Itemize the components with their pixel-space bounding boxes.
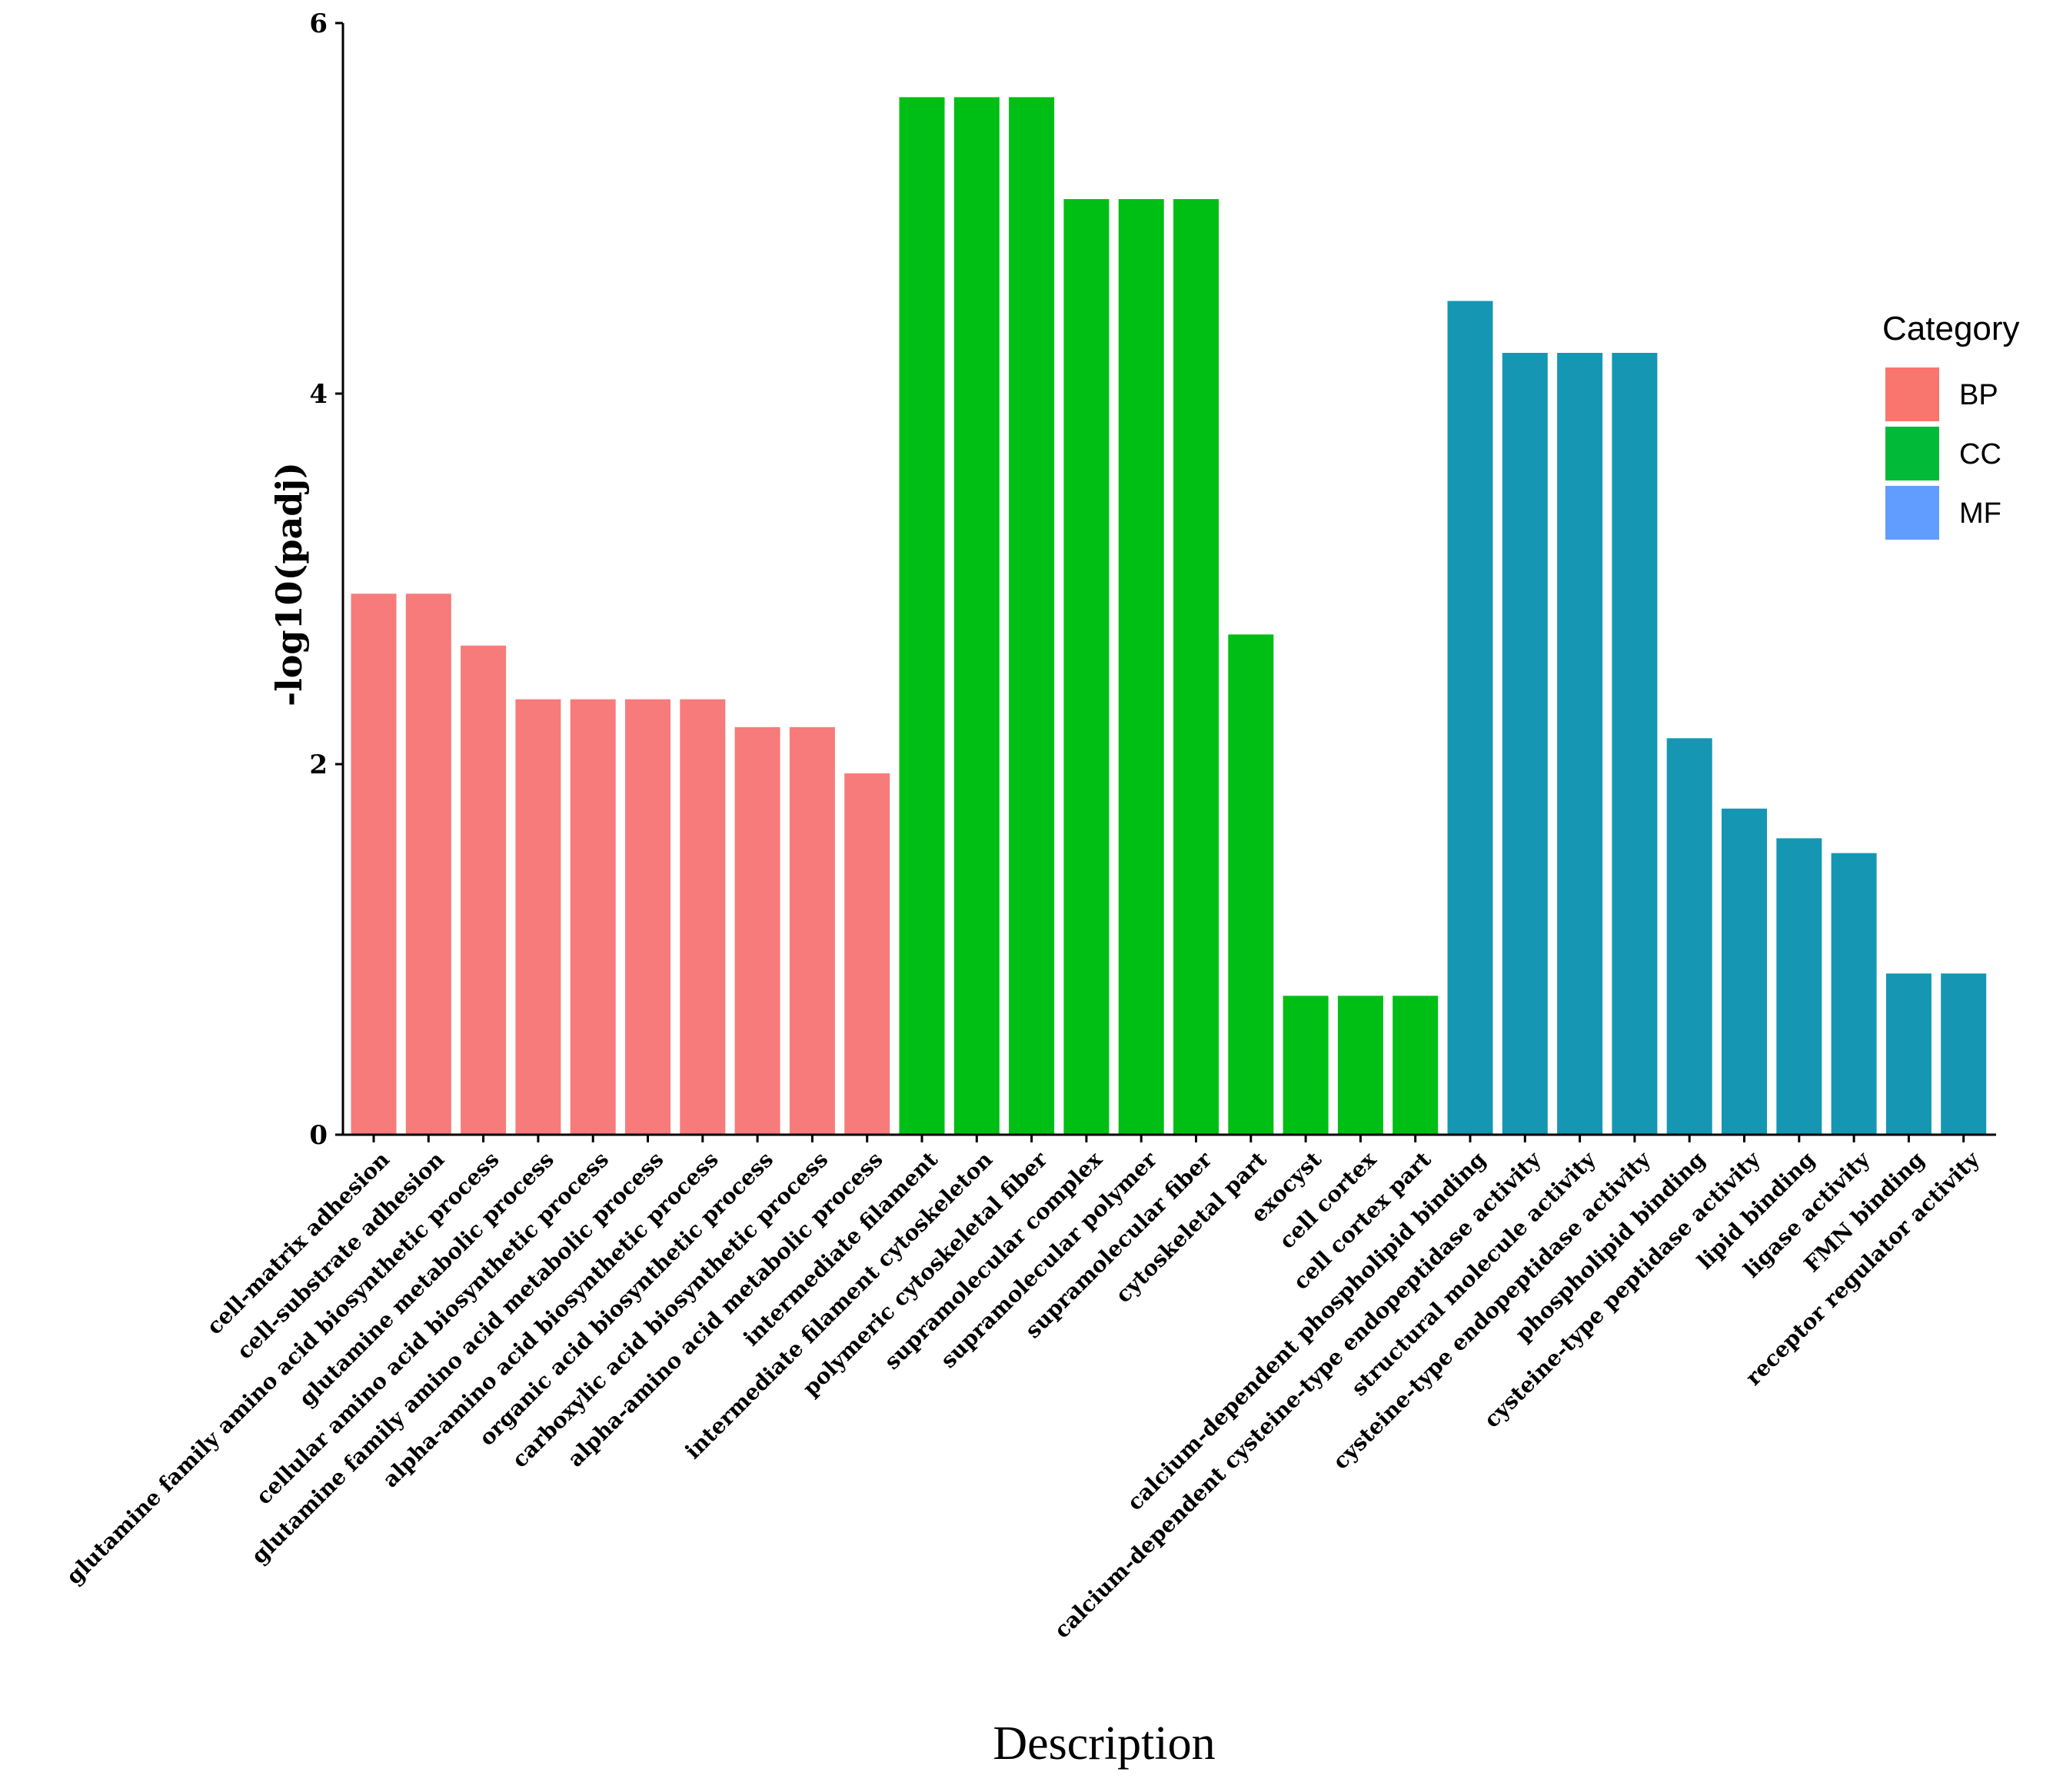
- bar-cc: [1393, 996, 1439, 1135]
- bar-bp: [405, 593, 451, 1135]
- bar-cc: [953, 97, 1000, 1135]
- legend-key-cc: [1885, 427, 1939, 480]
- bar-cc: [1337, 996, 1383, 1135]
- y-tick-label: 0: [309, 1120, 328, 1151]
- bar-mf: [1612, 353, 1658, 1135]
- bar-bp: [461, 645, 507, 1135]
- y-tick-label: 6: [309, 8, 328, 39]
- bar-mf: [1776, 838, 1822, 1135]
- y-ticks-layer: 0 2 4 6: [309, 8, 343, 1151]
- bar-mf: [1941, 973, 1987, 1135]
- bar-cc: [1228, 634, 1274, 1135]
- bar-mf: [1722, 808, 1767, 1135]
- bar-mf: [1666, 738, 1712, 1135]
- bar-cc: [1009, 97, 1055, 1135]
- legend-entries: BP CC MF: [1885, 367, 2001, 540]
- bar-bp: [351, 593, 397, 1135]
- bar-mf: [1557, 353, 1603, 1135]
- bar-cc: [1063, 199, 1110, 1135]
- bar-cc: [1283, 996, 1329, 1135]
- legend-key-bp: [1885, 367, 1939, 421]
- y-axis-title: -log10(padj): [268, 462, 310, 706]
- bar-cc: [899, 97, 945, 1135]
- bar-mf: [1885, 973, 1932, 1135]
- legend-label-mf: MF: [1959, 497, 2001, 530]
- bars-layer: [351, 97, 1987, 1135]
- bar-bp: [844, 773, 890, 1135]
- bar-bp: [680, 699, 726, 1135]
- bar-bp: [789, 726, 835, 1135]
- bar-mf: [1502, 353, 1548, 1135]
- bar-cc: [1118, 199, 1164, 1135]
- bar-mf: [1831, 853, 1877, 1135]
- legend-title: Category: [1882, 310, 2020, 347]
- bar-bp: [570, 699, 616, 1135]
- bar-bp: [515, 699, 561, 1135]
- bar-bp: [734, 726, 780, 1135]
- legend: Category BP CC MF: [1882, 310, 2020, 540]
- legend-label-cc: CC: [1959, 438, 2001, 470]
- y-tick-label: 4: [309, 379, 328, 410]
- axes-layer: [341, 23, 1996, 1136]
- legend-label-bp: BP: [1959, 379, 1998, 411]
- y-tick-label: 2: [309, 750, 328, 780]
- bar-bp: [625, 699, 670, 1135]
- bar-mf: [1447, 301, 1493, 1135]
- x-axis-title: Description: [993, 1717, 1215, 1770]
- bar-cc: [1173, 199, 1219, 1135]
- legend-key-mf: [1885, 486, 1939, 540]
